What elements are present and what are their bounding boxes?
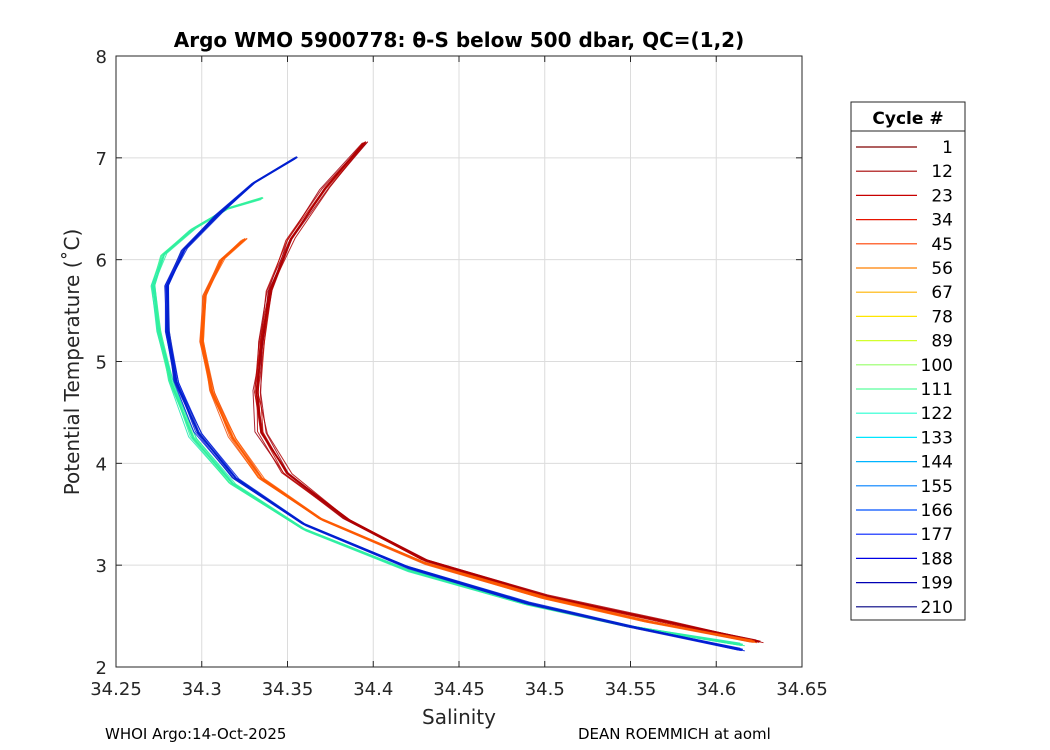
legend-label: 100 [921, 356, 953, 376]
x-tick-label: 34.65 [776, 679, 828, 700]
legend-entries: 1 12 23 34 45 56 67 78 89 100 111 122 133 144 155 166 17… [856, 138, 953, 618]
y-tick-label: 6 [96, 251, 107, 272]
x-tick-label: 34.3 [182, 679, 222, 700]
y-tick-labels: 2 3 4 5 6 7 8 [96, 47, 107, 679]
chart-title: Argo WMO 5900778: θ-S below 500 dbar, QC… [174, 28, 744, 52]
x-tick-label: 34.55 [605, 679, 657, 700]
legend-label: 177 [921, 525, 953, 545]
legend-label: 122 [921, 404, 953, 424]
x-tick-label: 34.6 [696, 679, 736, 700]
profiles [150, 141, 764, 652]
x-tick-label: 34.45 [433, 679, 485, 700]
legend-label: 166 [921, 501, 953, 521]
y-tick-label: 2 [96, 658, 107, 679]
y-tick-label: 7 [96, 149, 107, 170]
profile-series [255, 142, 760, 643]
profile-series [166, 157, 743, 651]
legend-label: 34 [931, 211, 953, 231]
y-tick-label: 4 [96, 454, 107, 475]
profile-line [165, 158, 745, 652]
x-tick-label: 34.4 [353, 679, 393, 700]
legend-label: 45 [931, 235, 953, 255]
ticks [115, 55, 803, 668]
legend-label: 56 [931, 259, 953, 279]
legend-label: 155 [921, 477, 953, 497]
footer-right: DEAN ROEMMICH at aoml [578, 725, 771, 743]
legend-label: 144 [921, 453, 953, 473]
x-tick-label: 34.5 [525, 679, 565, 700]
legend: Cycle # 1 12 23 34 45 56 67 78 89 100 111 122 133 144… [850, 101, 966, 621]
legend-label: 210 [921, 598, 953, 618]
legend-label: 133 [921, 428, 953, 448]
legend-label: 199 [921, 574, 953, 594]
y-axis-label: Potential Temperature (˚C) [60, 229, 84, 496]
x-tick-label: 34.35 [262, 679, 314, 700]
legend-label: 12 [931, 162, 953, 182]
footer-left: WHOI Argo:14-Oct-2025 [105, 725, 287, 743]
legend-label: 188 [921, 549, 953, 569]
legend-label: 1 [942, 138, 953, 158]
y-tick-label: 8 [96, 47, 107, 68]
y-tick-label: 3 [96, 556, 107, 577]
legend-label: 67 [931, 283, 953, 303]
legend-label: 23 [931, 186, 953, 206]
y-tick-label: 5 [96, 353, 107, 374]
x-axis-label: Salinity [422, 705, 496, 729]
x-tick-labels: 34.25 34.3 34.35 34.4 34.45 34.5 34.55 34.6 34.6… [90, 679, 828, 700]
x-tick-label: 34.25 [90, 679, 142, 700]
legend-label: 89 [931, 332, 953, 352]
grid [116, 56, 802, 667]
legend-label: 111 [921, 380, 953, 400]
legend-label: 78 [931, 307, 953, 327]
profile-series [200, 238, 755, 643]
profile-line [257, 142, 764, 644]
legend-title: Cycle # [872, 109, 943, 129]
